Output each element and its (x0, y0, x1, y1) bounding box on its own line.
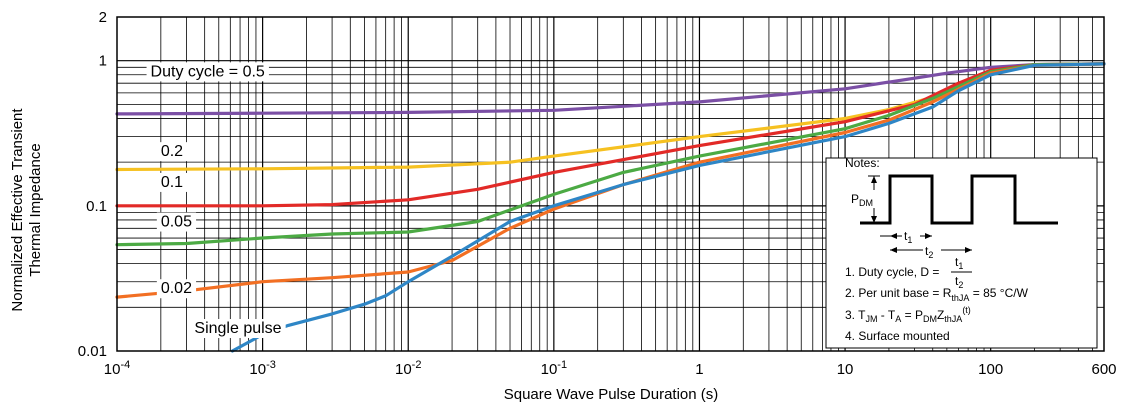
series-label-bg-0 (146, 62, 269, 82)
pdm-arrow-down-icon (871, 216, 877, 223)
pulse-waveform (860, 174, 1058, 225)
y-axis-title-line-2: Thermal Impedance (27, 143, 44, 276)
series-layer (115, 62, 1106, 353)
x-tick-label-2: 10-2 (395, 359, 421, 378)
x-tick-label-1: 10-3 (249, 359, 275, 378)
note-line-1: 1. Duty cycle, D = (845, 265, 939, 279)
x-tick-label-4: 1 (695, 361, 703, 378)
notes-box-bg (825, 157, 1098, 349)
y-tick-label-2: 1 (99, 53, 107, 70)
x-tick-label-6: 100 (978, 361, 1003, 378)
x-axis-title: Square Wave Pulse Duration (s) (504, 386, 719, 403)
note-line-2: 2. Per unit base = RthJA = 85 °C/W (845, 286, 1029, 303)
series-label-0: Duty cycle = 0.5 (151, 63, 265, 80)
series-label-3: 0.05 (161, 214, 192, 231)
x-tick-labels: 10-4 10-3 10-2 10-1 1 10 100 600 (104, 359, 1117, 378)
t1-arrow-left-icon (890, 233, 897, 239)
plot-border (116, 16, 1105, 352)
series-label-5: Single pulse (194, 320, 281, 337)
t1-label-bg (902, 229, 920, 243)
pdm-arrow-up-icon (871, 176, 877, 183)
note-line-4: 4. Surface mounted (845, 329, 950, 343)
series-labels: Duty cycle = 0.5 0.2 0.1 0.05 0.02 Single pul… (146, 62, 286, 339)
series-label-bg-3 (156, 212, 197, 232)
notes-box: Notes: PDM t1 t2 1. Duty cycle, D = t1 t… (825, 156, 1098, 349)
x-tick-label-3: 10-1 (541, 359, 567, 378)
t1-arrow-right-icon (925, 233, 932, 239)
note-fraction-denominator: t2 (955, 274, 963, 290)
pdm-label-bg (848, 190, 884, 208)
t1-label: t1 (904, 229, 912, 245)
t2-label: t2 (925, 244, 933, 260)
x-tick-label-5: 10 (837, 361, 854, 378)
y-tick-labels: 0.01 0.1 1 2 (78, 9, 107, 360)
x-tick-label-0: 10-4 (104, 359, 130, 378)
note-line-3: 3. TJM - TA = PDMZthJA(t) (845, 305, 971, 324)
pdm-label: PDM (851, 192, 873, 208)
y-tick-label-1: 0.1 (86, 198, 107, 215)
series-label-1: 0.2 (161, 143, 183, 160)
series-label-bg-1 (156, 142, 188, 162)
note-fraction-numerator: t1 (955, 255, 963, 271)
series-label-bg-5 (190, 319, 286, 339)
series-label-bg-2 (156, 172, 188, 192)
y-tick-label-3: 2 (99, 9, 107, 26)
y-axis-title-line-1: Normalized Effective Transient (9, 108, 26, 312)
t2-label-bg (923, 243, 941, 257)
series-label-4: 0.02 (161, 280, 192, 297)
series-line-5 (230, 62, 1106, 353)
x-tick-label-7: 600 (1091, 361, 1116, 378)
series-label-bg-4 (156, 279, 197, 299)
y-tick-label-0: 0.01 (78, 343, 107, 360)
t2-arrow-left-icon (890, 247, 897, 253)
plot-frame (116, 16, 1105, 352)
y-axis-title: Normalized Effective Transient Thermal I… (9, 108, 44, 312)
series-label-2: 0.1 (161, 174, 183, 191)
series-line-3 (115, 62, 1106, 247)
notes-title: Notes: (845, 156, 880, 170)
t2-arrow-right-icon (965, 247, 972, 253)
